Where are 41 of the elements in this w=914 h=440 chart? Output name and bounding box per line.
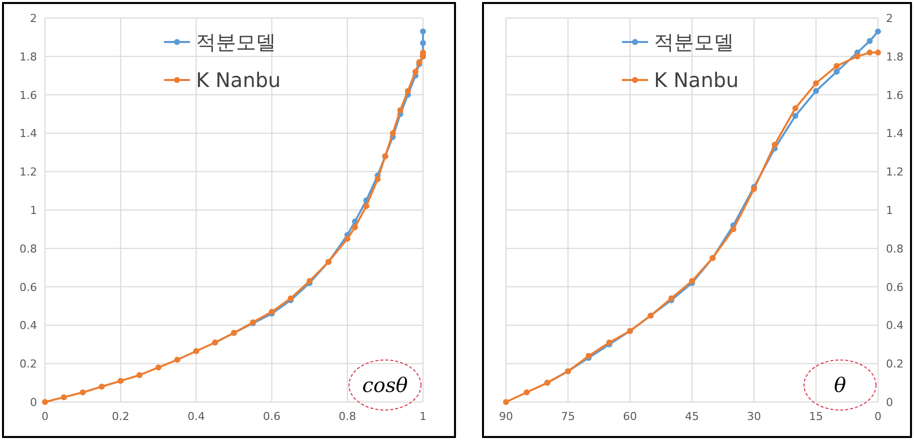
x-tick-label: 0.2 xyxy=(112,410,130,423)
x-tick-label: 0 xyxy=(42,410,48,423)
y-tick-label: 0.2 xyxy=(20,358,37,371)
y2-tick-label: 0.2 xyxy=(886,358,904,371)
y2-tick-label: 0.8 xyxy=(886,242,904,256)
legend-label: 적분모델 xyxy=(196,30,276,54)
y-tick-label: 1.8 xyxy=(20,50,37,64)
x-tick-label: 0.8 xyxy=(338,410,356,423)
x-tick-label: 45 xyxy=(685,410,699,423)
y2-tick-label: 1.4 xyxy=(886,127,904,140)
x-tick-label: 1 xyxy=(420,410,426,423)
x-tick-label: 90 xyxy=(499,410,513,423)
y2-tick-label: 1.8 xyxy=(886,50,904,64)
x-tick-label: 15 xyxy=(809,410,823,423)
y2-tick-label: 0 xyxy=(886,396,893,409)
y-tick-label: 0.4 xyxy=(20,319,37,332)
y-tick-label: 1 xyxy=(30,204,37,217)
x-tick-label: 0.6 xyxy=(263,410,281,423)
x-tick-label: 60 xyxy=(623,410,637,423)
annotation: cosθ xyxy=(362,373,408,397)
y2-tick-label: 1 xyxy=(886,204,893,217)
x-tick-label: 0.4 xyxy=(187,410,205,423)
x-tick-label: 30 xyxy=(747,410,761,423)
y2-tick-label: 2 xyxy=(886,12,893,25)
legend-label: K Nanbu xyxy=(196,68,281,92)
y2-tick-label: 1.2 xyxy=(886,166,904,179)
y-tick-label: 0 xyxy=(30,396,37,409)
y2-tick-label: 1.6 xyxy=(886,88,904,102)
legend-label: K Nanbu xyxy=(654,68,739,92)
y2-tick-label: 0.4 xyxy=(886,319,904,332)
y-tick-label: 1.6 xyxy=(20,88,37,102)
y2-tick-label: 0.6 xyxy=(886,280,904,294)
y-tick-label: 0.6 xyxy=(20,280,37,294)
x-tick-label: 0 xyxy=(874,410,882,423)
y-tick-label: 0.8 xyxy=(20,242,37,256)
y-tick-label: 2 xyxy=(30,12,37,25)
legend-label: 적분모델 xyxy=(654,30,734,54)
annotation: θ xyxy=(834,373,846,397)
y-tick-label: 1.2 xyxy=(20,166,37,179)
x-tick-label: 75 xyxy=(561,410,575,423)
y-tick-label: 1.4 xyxy=(20,127,37,140)
